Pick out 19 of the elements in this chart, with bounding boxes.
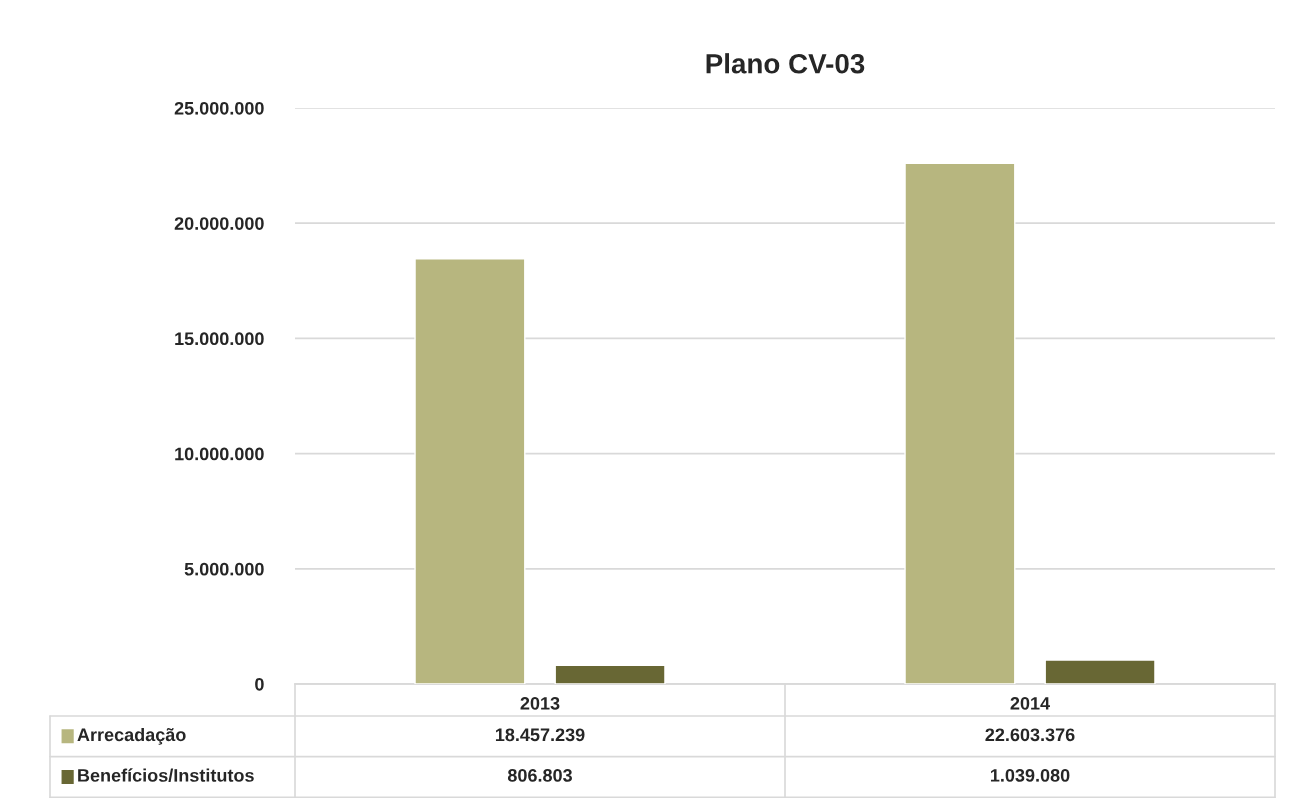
y-tick-label: 20.000.000 — [174, 217, 264, 230]
y-tick-label: 15.000.000 — [175, 332, 264, 346]
y-tick-label: 25.000.000 — [174, 101, 264, 115]
bar — [1044, 659, 1156, 684]
data-label: 22.603.376 — [985, 728, 1075, 742]
data-label: 806.803 — [507, 769, 572, 782]
x-tick-label: 2014 — [1010, 696, 1050, 710]
data-label: 18.457.239 — [495, 728, 585, 742]
y-tick-label: 10.000.000 — [175, 447, 264, 461]
chart-title: Plano CV-03 — [706, 53, 865, 74]
data-label: 1.039.080 — [990, 769, 1070, 782]
bar — [554, 664, 666, 684]
y-tick-label: 5.000.000 — [184, 562, 264, 576]
legend-label: Arrecadação — [77, 727, 186, 745]
y-tick-label: 0 — [255, 677, 264, 691]
bar — [414, 258, 526, 684]
x-tick-label: 2013 — [520, 696, 560, 710]
bar — [904, 162, 1016, 684]
legend-label: Benefícios/Institutos — [78, 768, 254, 782]
